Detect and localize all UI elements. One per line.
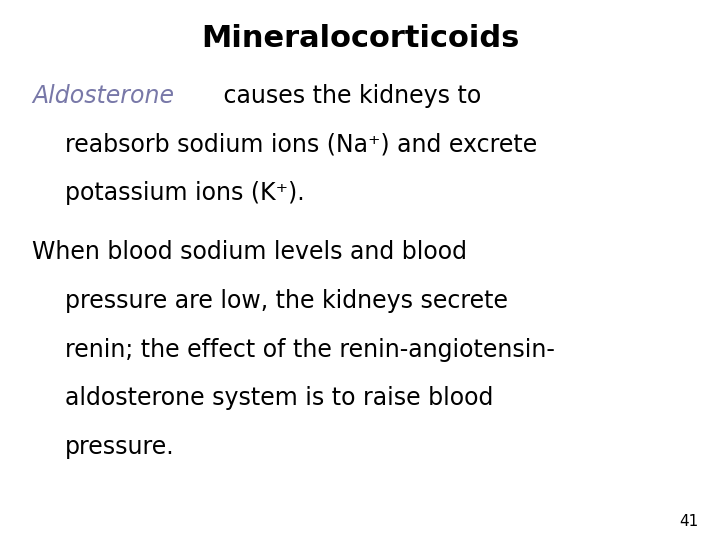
Text: When blood sodium levels and blood: When blood sodium levels and blood	[32, 240, 467, 264]
Text: 41: 41	[679, 514, 698, 529]
Text: potassium ions (K⁺).: potassium ions (K⁺).	[65, 181, 305, 205]
Text: Mineralocorticoids: Mineralocorticoids	[201, 24, 519, 53]
Text: pressure.: pressure.	[65, 435, 174, 458]
Text: renin; the effect of the renin-angiotensin-: renin; the effect of the renin-angiotens…	[65, 338, 554, 361]
Text: Aldosterone: Aldosterone	[32, 84, 174, 107]
Text: pressure are low, the kidneys secrete: pressure are low, the kidneys secrete	[65, 289, 508, 313]
Text: causes the kidneys to: causes the kidneys to	[215, 84, 481, 107]
Text: aldosterone system is to raise blood: aldosterone system is to raise blood	[65, 386, 493, 410]
Text: reabsorb sodium ions (Na⁺) and excrete: reabsorb sodium ions (Na⁺) and excrete	[65, 132, 537, 156]
